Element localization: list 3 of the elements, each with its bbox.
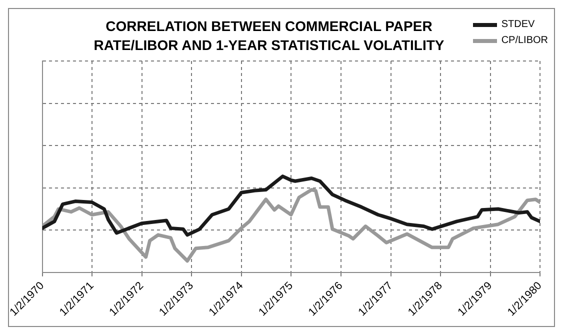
legend-label: STDEV [501, 18, 535, 32]
chart-title: CORRELATION BETWEEN COMMERCIAL PAPER RATE/LIBOR AND 1-YEAR STATISTICAL VOLATILITY [92, 17, 446, 55]
legend-label: CP/LIBOR [501, 34, 548, 48]
